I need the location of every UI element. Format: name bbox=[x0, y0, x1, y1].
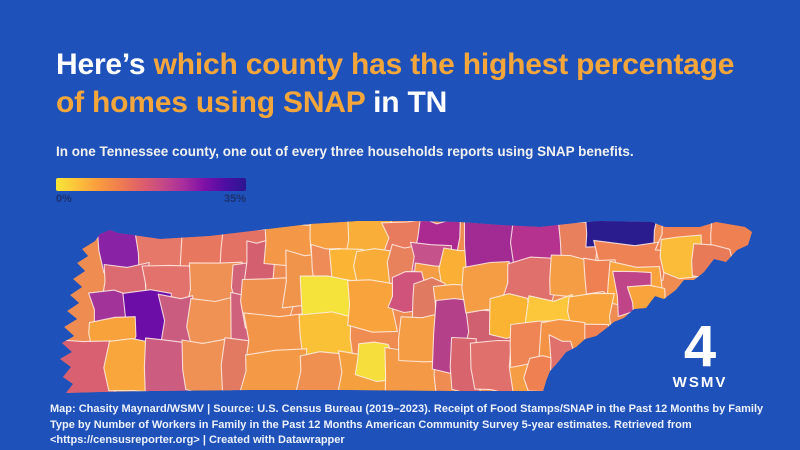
county-cell bbox=[469, 339, 515, 393]
county-cell bbox=[60, 339, 117, 393]
legend-labels: 0% 35% bbox=[56, 193, 246, 205]
title-part-highlight: which county has the highest percentage … bbox=[56, 48, 735, 120]
county-cell bbox=[238, 348, 309, 393]
legend-max-label: 35% bbox=[223, 193, 246, 205]
legend-min-label: 0% bbox=[56, 193, 72, 205]
county-cell bbox=[691, 243, 738, 280]
county-cell bbox=[294, 351, 346, 393]
color-scale-legend: 0% 35% bbox=[56, 178, 246, 205]
subtitle: In one Tennessee county, one out of ever… bbox=[56, 144, 634, 159]
county-cell bbox=[347, 279, 398, 333]
wsmv-channel-number: 4 bbox=[683, 314, 717, 379]
county-cell bbox=[143, 337, 192, 393]
legend-gradient-bar bbox=[56, 178, 246, 191]
page-title: Here’s which county has the highest perc… bbox=[56, 46, 756, 123]
title-part-3: in TN bbox=[365, 86, 448, 120]
county-cell bbox=[181, 338, 234, 393]
title-part-1: Here’s bbox=[56, 48, 154, 81]
wsmv-logo: 4 WSMV bbox=[656, 314, 744, 392]
source-attribution: Map: Chasity Maynard/WSMV | Source: U.S.… bbox=[50, 403, 764, 447]
wsmv-call-letters: WSMV bbox=[672, 374, 728, 391]
county-cell bbox=[523, 355, 567, 393]
